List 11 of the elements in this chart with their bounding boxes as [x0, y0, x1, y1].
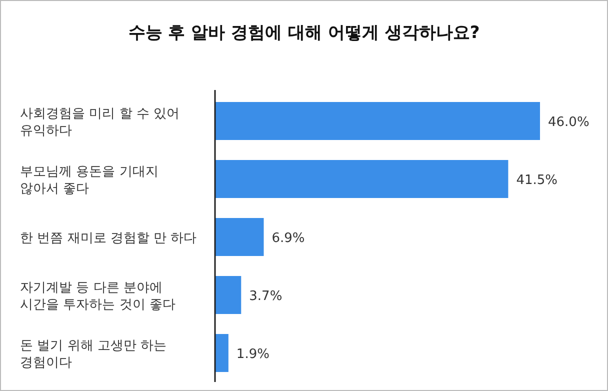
- y-tick-label: 한 번쯤 재미로 경험할 만 하다: [20, 231, 197, 246]
- data-label: 46.0%: [548, 115, 590, 130]
- data-label: 6.9%: [272, 231, 305, 246]
- y-tick-label: 돈 벌기 위해 고생만 하는 경험이다: [20, 338, 167, 370]
- y-tick-label: 사회경험을 미리 할 수 있어 유익하다: [20, 106, 180, 138]
- data-label: 1.9%: [236, 347, 270, 362]
- y-tick-label: 부모님께 용돈을 기대지 않아서 좋다: [20, 164, 158, 196]
- chart-title: 수능 후 알바 경험에 대해 어떻게 생각하나요?: [128, 23, 480, 43]
- data-label: 3.7%: [249, 289, 282, 304]
- y-tick-label: 자기계발 등 다른 분야에 시간을 투자하는 것이 좋다: [20, 280, 176, 312]
- data-label: 41.5%: [516, 173, 558, 188]
